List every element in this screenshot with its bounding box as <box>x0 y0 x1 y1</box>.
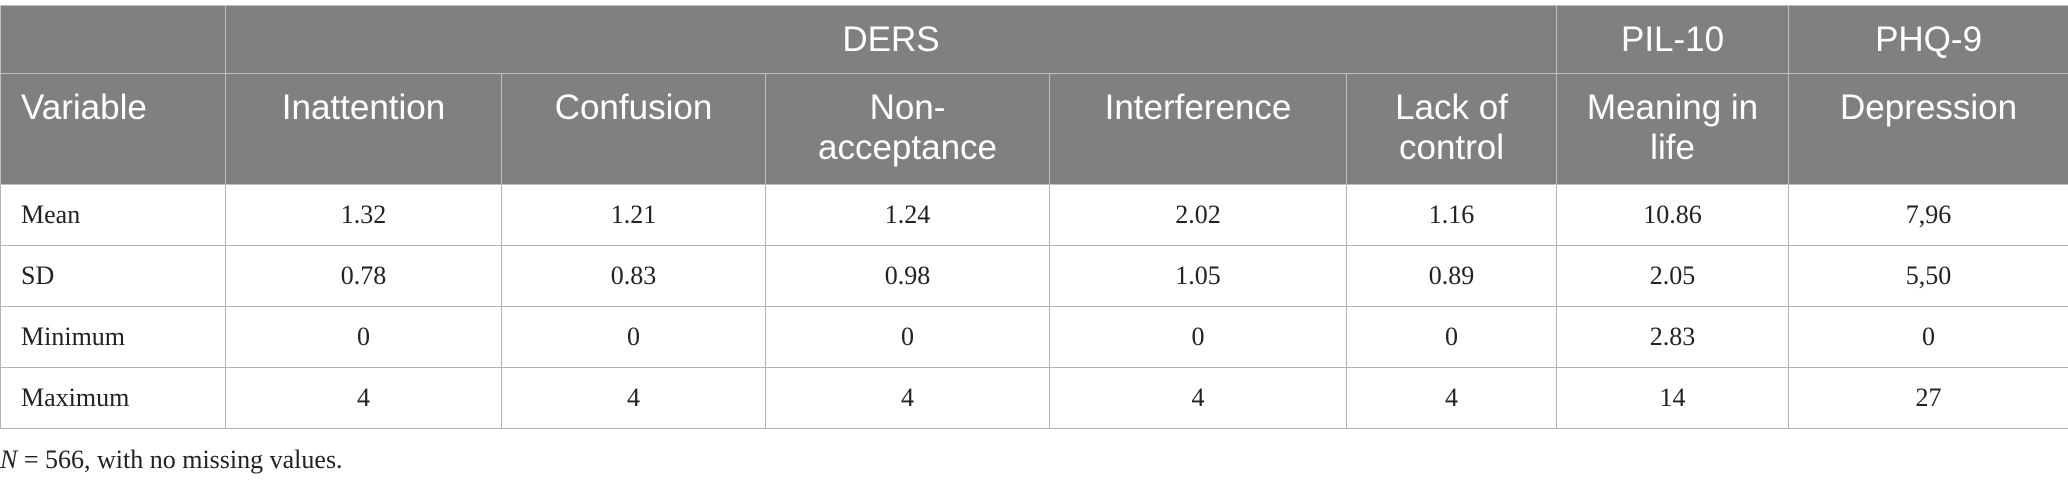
table-row-minimum: Minimum 0 0 0 0 0 2.83 0 <box>0 306 2068 368</box>
table-cell: 1.21 <box>501 184 766 246</box>
group-header-pil10: PIL-10 <box>1556 5 1790 74</box>
table-footnote: N = 566, with no missing values. <box>0 445 343 475</box>
column-header-meaning-in-life: Meaning in life <box>1556 73 1790 185</box>
footnote-text: = 566, with no missing values. <box>17 445 343 474</box>
column-header-interference: Interference <box>1049 73 1347 185</box>
table-cell: 4 <box>1345 367 1558 429</box>
row-label-sd: SD <box>0 245 226 307</box>
group-header-row: DERS PIL-10 PHQ-9 <box>0 5 2068 74</box>
table-cell: 0 <box>501 306 766 368</box>
column-header-confusion: Confusion <box>501 73 766 185</box>
table-cell: 1.16 <box>1345 184 1558 246</box>
table-cell: 0 <box>1345 306 1558 368</box>
footnote-n-symbol: N <box>0 445 18 474</box>
table-cell: 0.83 <box>501 245 766 307</box>
table-cell: 0 <box>1049 306 1347 368</box>
column-header-row: Variable Inattention Confusion Non-accep… <box>0 73 2068 185</box>
table-cell: 0 <box>225 306 502 368</box>
table-cell: 27 <box>1788 367 2068 429</box>
column-header-lack-of-control: Lack of control <box>1345 73 1558 185</box>
table-cell: 1.24 <box>765 184 1050 246</box>
column-header-non-acceptance: Non-acceptance <box>765 73 1050 185</box>
descriptive-statistics-table: DERS PIL-10 PHQ-9 Variable Inattention C… <box>0 5 2068 429</box>
column-header-variable: Variable <box>0 73 226 185</box>
group-header-phq9: PHQ-9 <box>1788 5 2068 74</box>
column-header-depression: Depression <box>1788 73 2068 185</box>
table-cell: 2.83 <box>1556 306 1790 368</box>
row-label-maximum: Maximum <box>0 367 226 429</box>
descriptive-statistics-table-container: DERS PIL-10 PHQ-9 Variable Inattention C… <box>0 5 2068 429</box>
group-header-ders: DERS <box>224 5 1558 74</box>
table-cell: 2.05 <box>1556 245 1790 307</box>
table-cell: 4 <box>225 367 502 429</box>
group-header-empty <box>0 5 226 74</box>
table-cell: 0 <box>765 306 1050 368</box>
column-header-inattention: Inattention <box>225 73 502 185</box>
table-cell: 0.98 <box>765 245 1050 307</box>
row-label-mean: Mean <box>0 184 226 246</box>
table-cell: 4 <box>501 367 766 429</box>
table-cell: 14 <box>1556 367 1790 429</box>
table-row-sd: SD 0.78 0.83 0.98 1.05 0.89 2.05 5,50 <box>0 245 2068 307</box>
table-cell: 1.05 <box>1049 245 1347 307</box>
table-cell: 0.78 <box>225 245 502 307</box>
table-cell: 10.86 <box>1556 184 1790 246</box>
table-cell: 4 <box>1049 367 1347 429</box>
table-cell: 0 <box>1788 306 2068 368</box>
table-row-mean: Mean 1.32 1.21 1.24 2.02 1.16 10.86 7,96 <box>0 184 2068 246</box>
table-row-maximum: Maximum 4 4 4 4 4 14 27 <box>0 367 2068 429</box>
row-label-minimum: Minimum <box>0 306 226 368</box>
table-cell: 7,96 <box>1788 184 2068 246</box>
table-cell: 0.89 <box>1345 245 1558 307</box>
table-cell: 1.32 <box>225 184 502 246</box>
table-cell: 4 <box>765 367 1050 429</box>
table-cell: 2.02 <box>1049 184 1347 246</box>
table-cell: 5,50 <box>1788 245 2068 307</box>
